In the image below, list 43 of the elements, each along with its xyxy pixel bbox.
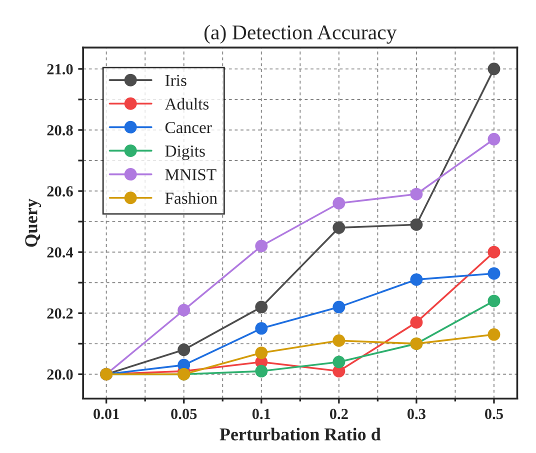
point [332, 334, 346, 347]
point [178, 344, 190, 356]
legend-label: Adults [164, 98, 209, 110]
x-axis-title: Perturbation Ratio d [220, 428, 381, 441]
x-tick-label: 0.3 [407, 408, 426, 420]
point [255, 322, 268, 335]
point [488, 328, 500, 341]
legend-label: Cancer [165, 122, 212, 134]
point [255, 346, 268, 360]
point [332, 356, 346, 368]
point [255, 240, 268, 252]
point [488, 294, 500, 308]
point [488, 267, 500, 280]
legend-label: Fashion [165, 192, 218, 204]
x-tick-label: 0.05 [171, 408, 197, 420]
point [410, 218, 423, 231]
chart-title: (a) Detection Accuracy [204, 24, 397, 44]
point [332, 300, 346, 314]
point [410, 316, 423, 329]
x-tick-label: 0.2 [330, 408, 348, 420]
x-tick-label: 0.5 [485, 408, 503, 420]
y-tick-label: 21.0 [47, 64, 73, 74]
legend-label: MNIST [165, 169, 216, 180]
y-axis-title: Query [25, 198, 42, 247]
legend-label: Digits [165, 146, 205, 160]
y-tick-label: 20.4 [47, 247, 74, 258]
point [488, 246, 500, 258]
y-tick-label: 20.2 [47, 308, 73, 319]
x-tick-label: 0.01 [94, 408, 119, 420]
legend-label: Iris [165, 74, 186, 86]
x-tick-label: 0.1 [252, 408, 270, 420]
point [332, 221, 346, 234]
point [410, 188, 423, 200]
point [332, 197, 346, 210]
point [488, 62, 500, 76]
point [255, 364, 268, 378]
y-tick-label: 20.8 [47, 125, 73, 136]
y-tick-label: 20.0 [47, 369, 73, 380]
point [255, 300, 268, 314]
point [178, 304, 190, 316]
point [410, 273, 423, 286]
y-tick-label: 20.6 [47, 186, 73, 197]
point [488, 132, 500, 146]
